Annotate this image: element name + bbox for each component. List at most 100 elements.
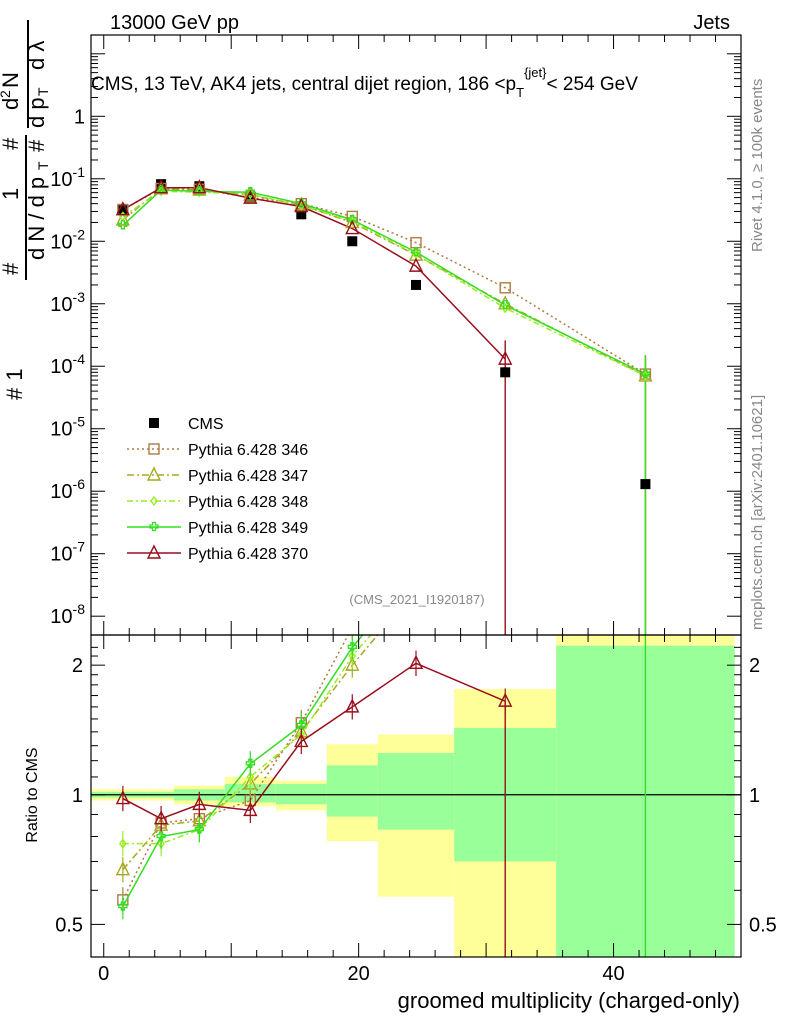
point-p348 — [195, 187, 204, 198]
legend-label-cms: CMS — [188, 416, 224, 433]
y-tick-label: 10-2 — [50, 226, 85, 253]
legend-marker-cms — [149, 418, 159, 428]
ratio-y-tick-label-right: 1 — [749, 785, 760, 807]
y-tick-label: 10-3 — [50, 289, 85, 316]
side-text-bottom: mcplots.cern.ch [arXiv:2401.10621] — [749, 395, 766, 630]
x-axis-label: groomed multiplicity (charged-only) — [398, 988, 740, 1013]
svg-text:#: # — [24, 139, 49, 152]
point-p370 — [153, 179, 169, 194]
legend-label-p347: Pythia 6.428 347 — [188, 468, 308, 485]
legend-label-p370: Pythia 6.428 370 — [188, 546, 308, 563]
y-axis-label-main: # 1 — [2, 368, 27, 400]
point-p370 — [498, 350, 513, 365]
svg-text:#: # — [0, 137, 23, 150]
point-p370 — [345, 219, 360, 235]
band-inner — [275, 783, 327, 805]
x-tick-label: 20 — [348, 963, 370, 985]
point-cms — [347, 236, 358, 247]
legend-label-p346: Pythia 6.428 346 — [188, 442, 308, 459]
legend-label-p349: Pythia 6.428 349 — [188, 520, 308, 537]
ratio-line-p370 — [122, 662, 506, 820]
point-p346 — [499, 282, 511, 294]
y-tick-label: 10-6 — [50, 476, 85, 503]
ratio-y-tick-label-right: 0.5 — [749, 914, 777, 936]
ratio-y-tick-label: 1 — [72, 785, 83, 807]
ratio-point-p370 — [153, 810, 169, 825]
series-line-p346 — [122, 187, 646, 375]
main-markers — [115, 179, 653, 490]
header-right: Jets — [693, 12, 730, 34]
svg-text:d λ: d λ — [24, 41, 49, 70]
series-line-p349 — [122, 189, 646, 375]
point-p349 — [296, 198, 306, 208]
band-inner — [326, 765, 378, 817]
y-tick-label: 10-1 — [50, 164, 85, 191]
legend: CMS Pythia 6.428 346 Pythia 6.428 347 Pythi… — [127, 416, 308, 563]
point-p349 — [640, 368, 651, 379]
ratio-frame — [90, 634, 742, 958]
svg-text:#: # — [0, 262, 23, 275]
ratio-lines — [115, 622, 647, 957]
ratio-point-p370 — [294, 732, 309, 748]
point-p349 — [156, 184, 166, 195]
point-cms — [296, 209, 307, 220]
point-cms — [411, 279, 421, 290]
svg-text:d p: d p — [24, 97, 49, 128]
y-tick-label: 10-4 — [50, 351, 85, 378]
ratio-point-p349 — [118, 901, 128, 911]
svg-text:1: 1 — [0, 188, 23, 200]
ratio-point-p370 — [243, 801, 258, 817]
ratio-y-tick-label: 2 — [72, 655, 83, 677]
svg-text:2: 2 — [0, 90, 13, 98]
x-tick-label: 0 — [98, 963, 109, 985]
point-cms — [500, 367, 511, 378]
ratio-line-p348 — [122, 635, 372, 845]
ratio-line-p347 — [122, 635, 379, 871]
y-tick-label: 10-5 — [50, 414, 85, 441]
point-p370 — [294, 197, 309, 213]
chart-title: CMS, 13 TeV, AK4 jets, central dijet reg… — [91, 65, 638, 100]
main-lines — [122, 186, 647, 635]
legend-marker-p346 — [148, 443, 160, 455]
point-p349 — [347, 214, 357, 225]
ratio-point-p348 — [118, 838, 127, 849]
point-p349 — [500, 299, 510, 310]
point-cms — [156, 179, 167, 190]
ratio-y-tick-label-right: 2 — [749, 655, 760, 677]
point-p347 — [115, 211, 130, 226]
y-axis-label-ratio: Ratio to CMS — [24, 747, 41, 842]
ratio-point-p349 — [156, 831, 166, 841]
x-tick-label: 40 — [602, 963, 624, 985]
legend-marker-p348 — [150, 495, 158, 507]
series-markers — [115, 179, 653, 490]
point-p348 — [157, 186, 165, 197]
series-line-p370 — [122, 186, 506, 360]
band-inner — [377, 753, 455, 830]
svg-text:N: N — [0, 72, 23, 88]
legend-marker-p347 — [146, 466, 162, 481]
point-p370 — [192, 179, 207, 194]
ratio-point-p346 — [347, 622, 357, 632]
main-frame — [90, 34, 742, 636]
axes: 0 20 40 10-8 10-7 10-6 10-5 10-4 10-3 10-2 10-1 1 0.… — [50, 34, 777, 985]
ratio-point-p349 — [194, 824, 204, 834]
point-p349 — [411, 246, 421, 257]
svg-text:d N / d p: d N / d p — [24, 177, 49, 260]
ratio-point-p349 — [296, 720, 306, 730]
analysis-label: (CMS_2021_I1920187) — [349, 592, 484, 607]
ratio-point-p349 — [245, 758, 255, 768]
point-cms — [640, 479, 651, 490]
ratio-point-p370 — [115, 789, 130, 805]
svg-text:T: T — [35, 87, 51, 96]
series-line-p347 — [122, 188, 646, 377]
y-axis-label-main-fraction: # 1 d N / d p T # d 2 N d p T d λ # — [0, 20, 51, 280]
point-cms — [245, 191, 256, 202]
ratio-point-p347 — [115, 861, 130, 876]
svg-text:d: d — [0, 98, 23, 110]
point-p349 — [118, 220, 128, 230]
legend-marker-p370 — [146, 544, 162, 559]
legend-marker-p349 — [149, 521, 159, 532]
ratio-point-p348 — [246, 771, 255, 783]
ratio-point-p370 — [408, 654, 424, 669]
